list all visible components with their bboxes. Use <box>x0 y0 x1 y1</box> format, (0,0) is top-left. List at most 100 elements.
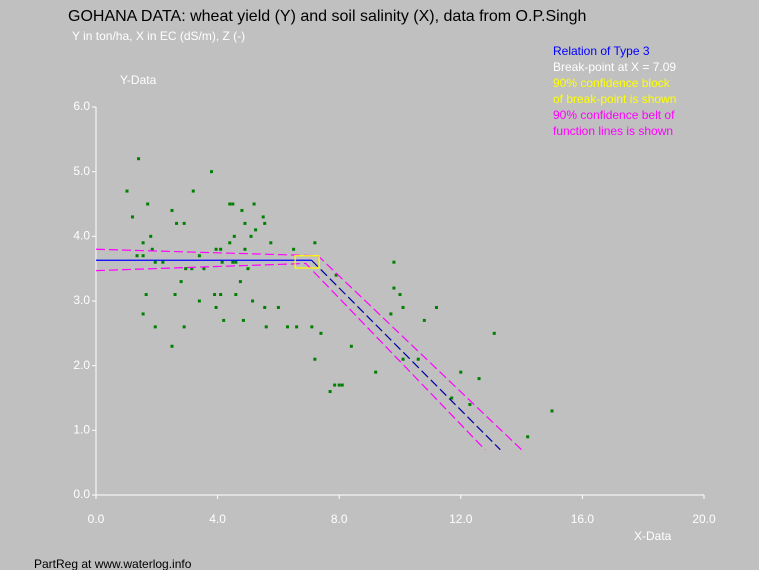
data-point <box>144 293 148 297</box>
annotation: of break-point is shown <box>553 92 676 106</box>
data-point <box>310 325 314 329</box>
annotation: 90% confidence block <box>553 76 671 90</box>
data-point <box>231 260 235 264</box>
data-point <box>219 247 223 251</box>
data-point <box>219 293 223 297</box>
data-point <box>263 305 267 309</box>
annotation: Break-point at X = 7.09 <box>553 60 676 74</box>
data-point <box>492 331 496 335</box>
data-point <box>231 202 235 206</box>
data-point <box>222 318 226 322</box>
fit-line <box>311 259 501 451</box>
y-tick-label: 6.0 <box>73 99 90 113</box>
data-point <box>240 208 244 212</box>
y-tick-label: 1.0 <box>73 423 90 437</box>
data-point <box>252 202 256 206</box>
data-point <box>130 215 134 219</box>
data-point <box>328 390 332 394</box>
data-point <box>450 396 454 400</box>
data-point <box>340 383 344 387</box>
data-point <box>153 325 157 329</box>
data-point <box>269 241 273 245</box>
data-point <box>468 402 472 406</box>
data-point <box>337 383 341 387</box>
data-point <box>416 357 420 361</box>
data-point <box>232 234 236 238</box>
data-point <box>182 325 186 329</box>
data-point <box>389 312 393 316</box>
x-tick-label: 4.0 <box>209 512 226 526</box>
data-point <box>141 312 145 316</box>
chart-title: GOHANA DATA: wheat yield (Y) and soil sa… <box>68 8 586 25</box>
data-point <box>149 234 153 238</box>
data-point <box>319 331 323 335</box>
data-point <box>197 254 201 258</box>
data-point <box>234 293 238 297</box>
data-point <box>210 170 214 174</box>
data-point <box>184 267 188 271</box>
data-point <box>246 267 250 271</box>
data-point <box>241 318 245 322</box>
data-point <box>234 260 238 264</box>
data-point <box>477 377 481 381</box>
data-point <box>254 228 258 232</box>
data-point <box>422 318 426 322</box>
data-point <box>550 409 554 413</box>
y-tick-label: 2.0 <box>73 358 90 372</box>
data-point <box>434 305 438 309</box>
data-point <box>276 305 280 309</box>
data-point <box>398 293 402 297</box>
data-point <box>220 260 224 264</box>
y-axis-label: Y-Data <box>120 73 157 87</box>
data-point <box>526 435 530 439</box>
data-point <box>161 260 165 264</box>
data-point <box>295 325 299 329</box>
data-point <box>333 383 337 387</box>
y-tick-label: 5.0 <box>73 164 90 178</box>
data-point <box>264 325 268 329</box>
data-point <box>202 267 206 271</box>
data-point <box>175 221 179 225</box>
data-point <box>249 234 253 238</box>
data-point <box>213 293 217 297</box>
data-point <box>153 260 157 264</box>
y-tick-label: 4.0 <box>73 229 90 243</box>
data-point <box>173 293 177 297</box>
fit-line <box>95 248 523 451</box>
data-point <box>141 241 145 245</box>
data-point <box>197 299 201 303</box>
data-point <box>135 254 139 258</box>
data-point <box>228 202 232 206</box>
data-point <box>286 325 290 329</box>
data-point <box>401 357 405 361</box>
confidence-block <box>294 255 320 269</box>
y-tick-label: 0.0 <box>73 487 90 501</box>
data-point <box>214 305 218 309</box>
annotation: 90% confidence belt of <box>553 108 675 122</box>
data-point <box>349 344 353 348</box>
data-point <box>251 299 255 303</box>
data-point <box>243 247 247 251</box>
data-point <box>137 157 141 161</box>
footer: PartReg at www.waterlog.info <box>34 557 192 570</box>
data-point <box>374 370 378 374</box>
data-point <box>182 221 186 225</box>
data-point <box>313 357 317 361</box>
x-tick-label: 12.0 <box>449 512 473 526</box>
data-point <box>150 247 154 251</box>
x-axis-label: X-Data <box>634 529 672 543</box>
data-point <box>146 202 150 206</box>
data-point <box>125 189 129 193</box>
fit-line <box>95 262 486 451</box>
data-point <box>334 273 338 277</box>
annotation: Relation of Type 3 <box>553 44 650 58</box>
data-point <box>313 241 317 245</box>
data-point <box>170 208 174 212</box>
data-point <box>214 247 218 251</box>
data-point <box>179 280 183 284</box>
data-point <box>170 344 174 348</box>
x-tick-label: 20.0 <box>692 512 716 526</box>
y-tick-label: 3.0 <box>73 293 90 307</box>
subtitle: Y in ton/ha, X in EC (dS/m), Z (-) <box>72 29 245 43</box>
